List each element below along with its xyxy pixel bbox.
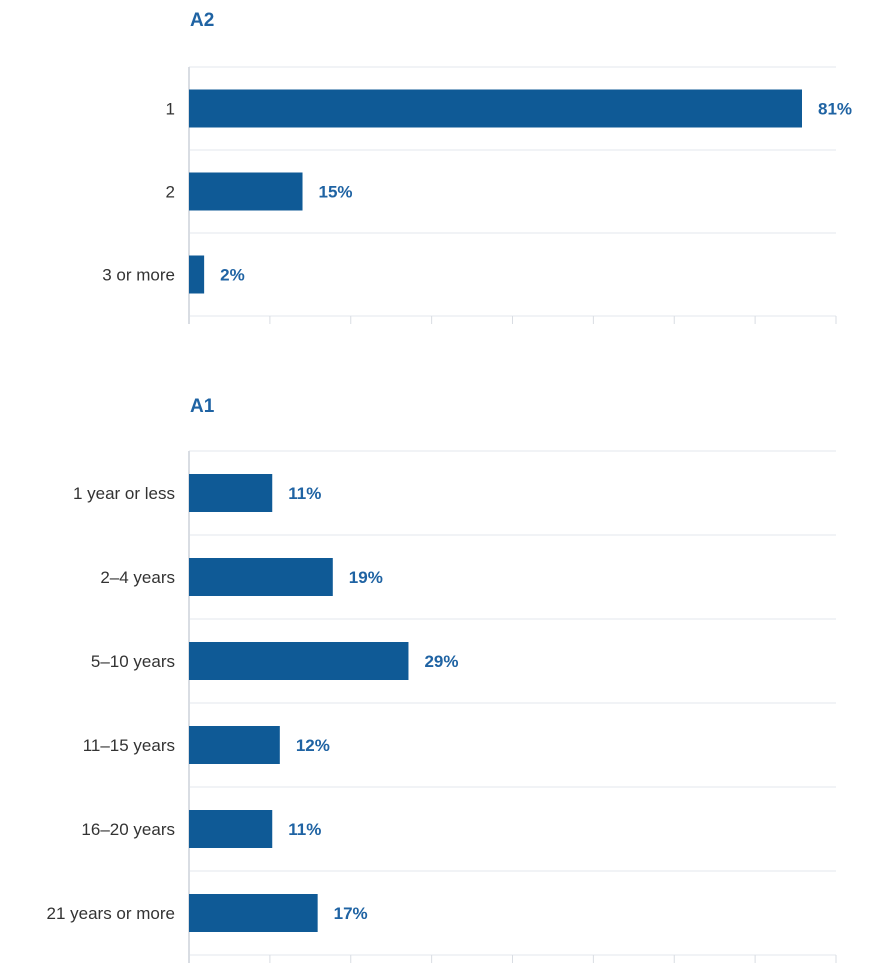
category-label: 1 year or less	[73, 484, 175, 503]
category-label: 2	[166, 183, 175, 202]
value-label: 81%	[818, 100, 852, 119]
category-label: 1	[166, 100, 175, 119]
category-label: 21 years or more	[47, 904, 176, 923]
category-label: 5–10 years	[91, 652, 175, 671]
chart-title-a2: A2	[190, 10, 214, 31]
bar-6[interactable]	[189, 894, 318, 932]
value-label: 17%	[334, 904, 368, 923]
category-label: 3 or more	[102, 266, 175, 285]
value-label: 29%	[424, 652, 458, 671]
bar-3[interactable]	[189, 255, 205, 294]
category-label: 16–20 years	[81, 820, 175, 839]
value-label: 2%	[220, 266, 245, 285]
value-label: 11%	[288, 820, 321, 839]
value-label: 11%	[288, 484, 321, 503]
bar-2[interactable]	[189, 172, 303, 211]
category-label: 11–15 years	[83, 736, 175, 755]
bar-1[interactable]	[189, 474, 273, 512]
value-label: 12%	[296, 736, 330, 755]
bar-3[interactable]	[189, 642, 409, 680]
chart-title-a1: A1	[190, 396, 215, 417]
bar-2[interactable]	[189, 558, 333, 596]
bar-4[interactable]	[189, 726, 280, 764]
value-label: 19%	[349, 568, 383, 587]
bar-1[interactable]	[189, 89, 802, 128]
bar-5[interactable]	[189, 810, 273, 848]
category-label: 2–4 years	[100, 568, 175, 587]
value-label: 15%	[319, 183, 353, 202]
